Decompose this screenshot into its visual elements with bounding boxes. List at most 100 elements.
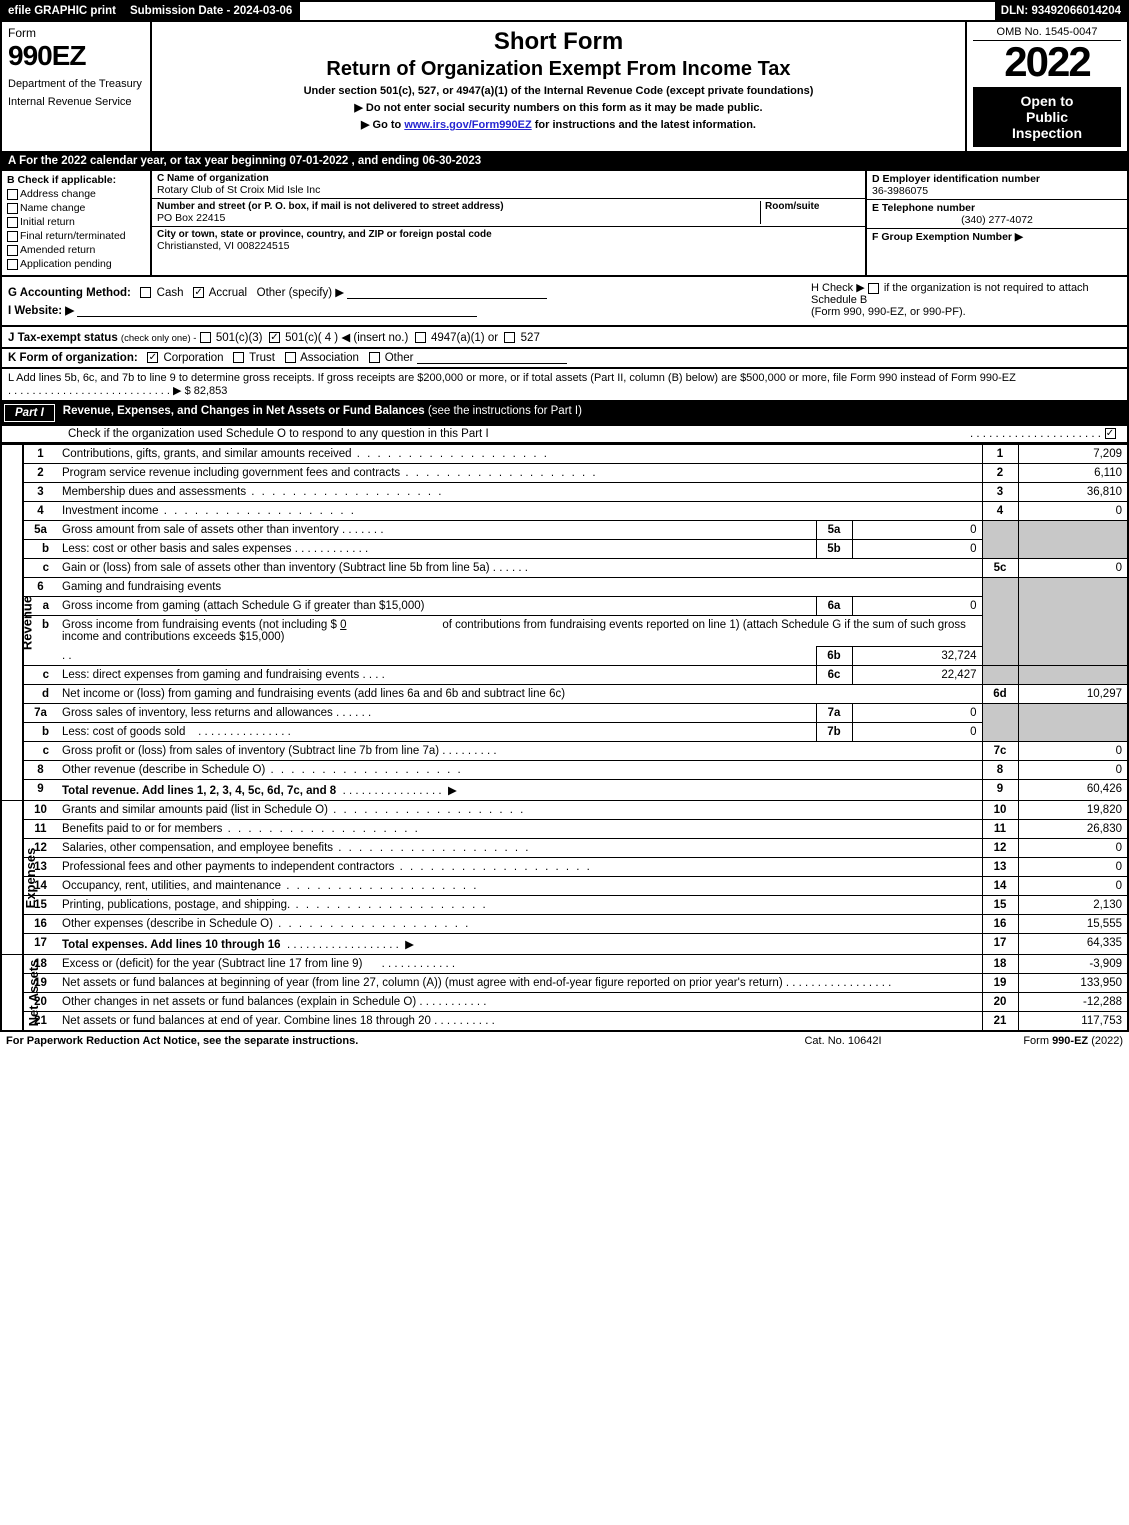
topbar-spacer <box>300 2 994 20</box>
net-assets-label: Net Assets <box>26 959 41 1026</box>
chk-address-change[interactable]: Address change <box>7 188 145 200</box>
line-20-desc: Other changes in net assets or fund bala… <box>57 993 982 1012</box>
line-2-desc: Program service revenue including govern… <box>57 464 982 483</box>
line-5c-val: 0 <box>1018 559 1128 578</box>
part-i-checkline: Check if the organization used Schedule … <box>0 426 1129 444</box>
line-13-desc: Professional fees and other payments to … <box>57 858 982 877</box>
chk-corporation[interactable]: ✓ <box>147 352 158 363</box>
line-5c-desc: Gain or (loss) from sale of assets other… <box>57 559 982 578</box>
other-accounting-blank[interactable] <box>347 287 547 299</box>
line-6d-desc: Net income or (loss) from gaming and fun… <box>57 685 982 704</box>
title-short-form: Short Form <box>160 28 957 56</box>
line-3-desc: Membership dues and assessments <box>57 483 982 502</box>
line-7a-desc: Gross sales of inventory, less returns a… <box>57 704 816 723</box>
row-a-tax-year: A For the 2022 calendar year, or tax yea… <box>0 153 1129 171</box>
line-1-num: 1 <box>23 445 57 464</box>
footer-cat-no: Cat. No. 10642I <box>743 1035 943 1047</box>
line-7b-val: 0 <box>852 723 982 742</box>
tax-year: 2022 <box>973 41 1121 83</box>
chk-application-pending[interactable]: Application pending <box>7 258 145 270</box>
line-6b-val: 32,724 <box>852 647 982 666</box>
irs-label: Internal Revenue Service <box>8 96 144 108</box>
line-8-desc: Other revenue (describe in Schedule O) <box>57 761 982 780</box>
line-12-desc: Salaries, other compensation, and employ… <box>57 839 982 858</box>
org-street: PO Box 22415 <box>157 212 760 224</box>
line-15-val: 2,130 <box>1018 896 1128 915</box>
line-3-val: 36,810 <box>1018 483 1128 502</box>
line-6a-desc: Gross income from gaming (attach Schedul… <box>57 597 816 616</box>
chk-other-org[interactable] <box>369 352 380 363</box>
top-bar: efile GRAPHIC print Submission Date - 20… <box>0 0 1129 22</box>
i-website: I Website: ▶ <box>8 303 811 317</box>
line-20-val: -12,288 <box>1018 993 1128 1012</box>
chk-association[interactable] <box>285 352 296 363</box>
chk-final-return[interactable]: Final return/terminated <box>7 230 145 242</box>
chk-cash[interactable] <box>140 287 151 298</box>
line-19-desc: Net assets or fund balances at beginning… <box>57 974 982 993</box>
line-4-val: 0 <box>1018 502 1128 521</box>
line-18-val: -3,909 <box>1018 955 1128 974</box>
line-1-desc: Contributions, gifts, grants, and simila… <box>57 445 982 464</box>
chk-501c3[interactable] <box>200 332 211 343</box>
header-right: OMB No. 1545-0047 2022 Open to Public In… <box>967 22 1127 151</box>
line-17-val: 64,335 <box>1018 934 1128 955</box>
subtitle-ssn: ▶ Do not enter social security numbers o… <box>160 101 957 114</box>
chk-527[interactable] <box>504 332 515 343</box>
chk-name-change[interactable]: Name change <box>7 202 145 214</box>
line-2-val: 6,110 <box>1018 464 1128 483</box>
submission-date: Submission Date - 2024-03-06 <box>124 2 300 20</box>
chk-amended-return[interactable]: Amended return <box>7 244 145 256</box>
title-return: Return of Organization Exempt From Incom… <box>160 58 957 81</box>
chk-501c[interactable]: ✓ <box>269 332 280 343</box>
room-suite-label: Room/suite <box>765 201 860 212</box>
row-ghi: G Accounting Method: Cash ✓ Accrual Othe… <box>0 277 1129 327</box>
chk-schedule-b[interactable] <box>868 283 879 294</box>
line-19-val: 133,950 <box>1018 974 1128 993</box>
dept-treasury: Department of the Treasury <box>8 78 144 90</box>
irs-link[interactable]: www.irs.gov/Form990EZ <box>404 119 531 131</box>
line-5a-val: 0 <box>852 521 982 540</box>
line-1-val: 7,209 <box>1018 445 1128 464</box>
line-5b-val: 0 <box>852 540 982 559</box>
gross-receipts-amount: ▶ $ 82,853 <box>173 385 227 397</box>
line-6c-desc: Less: direct expenses from gaming and fu… <box>57 666 816 685</box>
line-14-desc: Occupancy, rent, utilities, and maintena… <box>57 877 982 896</box>
b-header: B Check if applicable: <box>7 174 145 186</box>
efile-print-label: efile GRAPHIC print <box>2 2 124 20</box>
row-l-gross-receipts: L Add lines 5b, 6c, and 7b to line 9 to … <box>0 369 1129 402</box>
section-bcdef: B Check if applicable: Address change Na… <box>0 171 1129 277</box>
d-ein-block: D Employer identification number 36-3986… <box>867 171 1127 200</box>
chk-trust[interactable] <box>233 352 244 363</box>
c-street-block: Number and street (or P. O. box, if mail… <box>152 199 865 227</box>
chk-4947[interactable] <box>415 332 426 343</box>
line-17-desc: Total expenses. Add lines 10 through 16 … <box>57 934 982 955</box>
chk-schedule-o[interactable]: ✓ <box>1105 428 1116 439</box>
line-6a-val: 0 <box>852 597 982 616</box>
line-21-desc: Net assets or fund balances at end of ye… <box>57 1012 982 1032</box>
chk-initial-return[interactable]: Initial return <box>7 216 145 228</box>
line-7c-val: 0 <box>1018 742 1128 761</box>
f-group-exemption: F Group Exemption Number ▶ <box>867 229 1127 245</box>
row-k-form-org: K Form of organization: ✓ Corporation Tr… <box>0 349 1129 369</box>
g-accounting-method: G Accounting Method: Cash ✓ Accrual Othe… <box>8 285 811 299</box>
chk-accrual[interactable]: ✓ <box>193 287 204 298</box>
form-word: Form <box>8 26 144 40</box>
dln-label: DLN: 93492066014204 <box>995 2 1127 20</box>
part-i-tag: Part I <box>4 404 55 422</box>
line-9-desc: Total revenue. Add lines 1, 2, 3, 4, 5c,… <box>57 780 982 801</box>
line-11-desc: Benefits paid to or for members <box>57 820 982 839</box>
col-b-checkboxes: B Check if applicable: Address change Na… <box>2 171 152 275</box>
other-org-blank[interactable] <box>417 352 567 364</box>
line-11-val: 26,830 <box>1018 820 1128 839</box>
part-i-title: Revenue, Expenses, and Changes in Net As… <box>57 402 1127 424</box>
org-city: Christiansted, VI 008224515 <box>157 240 860 252</box>
line-14-val: 0 <box>1018 877 1128 896</box>
part-i-table: Revenue 1 Contributions, gifts, grants, … <box>0 444 1129 1032</box>
page-footer: For Paperwork Reduction Act Notice, see … <box>0 1032 1129 1050</box>
website-blank[interactable] <box>77 305 477 317</box>
line-7a-val: 0 <box>852 704 982 723</box>
line-4-desc: Investment income <box>57 502 982 521</box>
row-j-tax-exempt: J Tax-exempt status (check only one) - 5… <box>0 327 1129 349</box>
line-6b-desc1: Gross income from fundraising events (no… <box>57 616 982 647</box>
line-7b-desc: Less: cost of goods sold . . . . . . . .… <box>57 723 816 742</box>
